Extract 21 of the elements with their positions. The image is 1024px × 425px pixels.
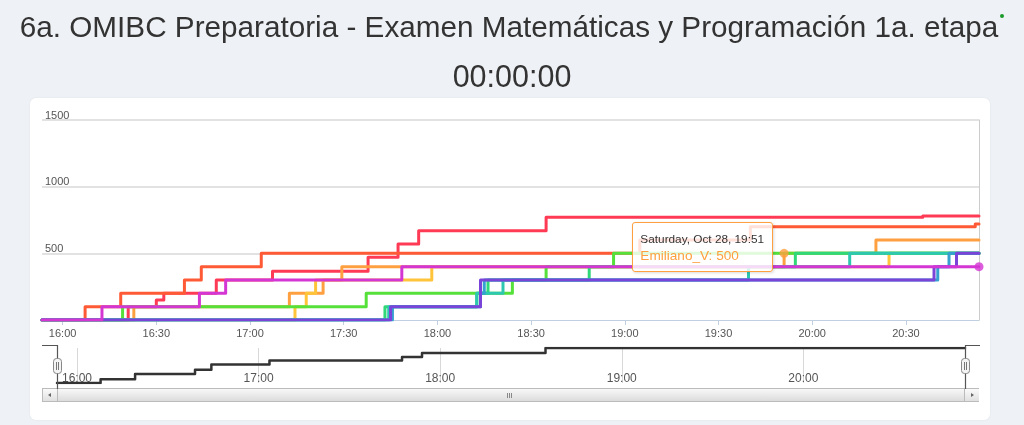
x-tick-label: 18:00 — [423, 326, 452, 339]
x-tick-label: 16:00 — [61, 371, 93, 385]
chart-title: 6a. OMIBC Preparatoria - Examen Matemáticas y Programación 1a. etapa — [19, 10, 999, 43]
x-tick-label: 20:30 — [892, 326, 920, 339]
x-tick-label: 18:00 — [425, 371, 456, 385]
x-tick-label: 20:00 — [798, 326, 826, 339]
x-tick-label: 19:00 — [611, 326, 639, 339]
y-tick-label: 1500 — [45, 108, 70, 121]
x-tick-label: 17:30 — [329, 326, 358, 339]
chart-subtitle: 00:00:00 — [452, 59, 572, 93]
x-tick-label: 17:00 — [236, 326, 264, 339]
x-tick-label: 18:30 — [517, 326, 545, 339]
x-tick-label: 20:00 — [788, 371, 819, 385]
y-tick-label: 500 — [45, 241, 64, 254]
x-tick-label: 16:30 — [142, 326, 171, 339]
annotation: Saturday, Oct 28, 19:51 Emiliano_V: 500 — [640, 232, 765, 266]
x-tick-label: 19:00 — [606, 371, 638, 385]
x-tick-label: 17:00 — [243, 371, 274, 385]
y-tick-label: 1000 — [45, 175, 70, 188]
x-tick-label: 19:30 — [704, 326, 733, 339]
x-tick-label: 16:00 — [48, 326, 77, 339]
